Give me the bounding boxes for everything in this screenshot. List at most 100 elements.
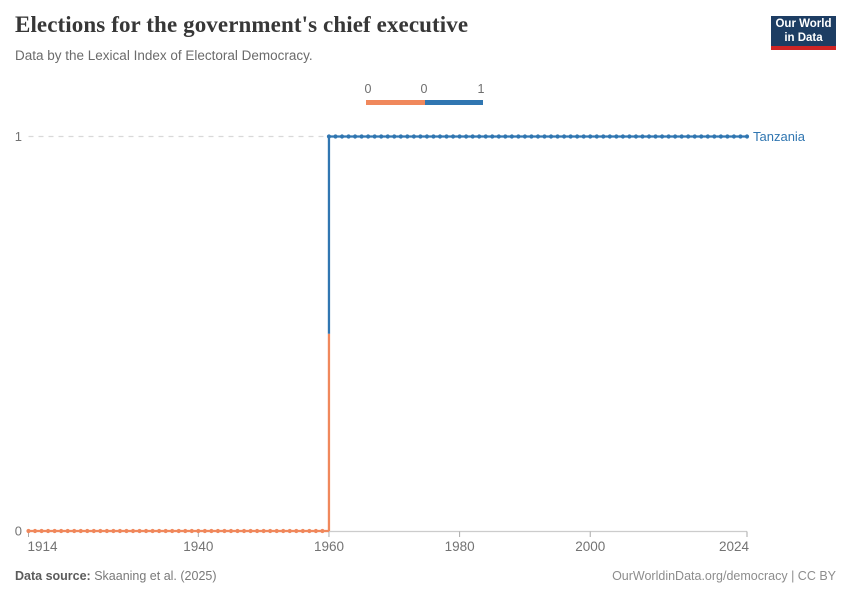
data-point-1963 bbox=[346, 134, 351, 139]
data-point-2017 bbox=[699, 134, 704, 139]
legend-color-bar bbox=[366, 100, 483, 105]
data-point-1925 bbox=[98, 528, 103, 534]
data-point-1974 bbox=[418, 134, 423, 139]
data-point-1977 bbox=[437, 134, 443, 139]
data-point-1992 bbox=[535, 134, 541, 139]
data-point-1916 bbox=[39, 528, 44, 534]
data-point-2003 bbox=[607, 134, 612, 139]
data-point-1978 bbox=[444, 134, 449, 139]
data-point-1979 bbox=[450, 134, 456, 139]
data-point-1919 bbox=[59, 528, 64, 534]
owid-logo-text: Our World in Data bbox=[775, 17, 832, 44]
data-point-1924 bbox=[91, 528, 96, 534]
data-point-1998 bbox=[575, 134, 580, 139]
data-point-2018 bbox=[705, 134, 710, 139]
data-point-1918 bbox=[52, 528, 57, 534]
data-point-1914 bbox=[26, 528, 31, 534]
data-point-1949 bbox=[255, 528, 260, 534]
data-point-2019 bbox=[712, 134, 717, 139]
data-point-1988 bbox=[509, 134, 514, 139]
data-point-1921 bbox=[72, 528, 77, 534]
data-point-1962 bbox=[339, 134, 345, 139]
data-point-1941 bbox=[202, 528, 207, 534]
data-point-1990 bbox=[522, 134, 528, 139]
data-point-1971 bbox=[398, 134, 403, 139]
data-point-1933 bbox=[150, 528, 155, 534]
legend-segment-value-1[interactable] bbox=[424, 100, 483, 105]
data-point-1972 bbox=[405, 134, 410, 139]
data-point-1993 bbox=[542, 134, 547, 139]
data-point-1936 bbox=[170, 528, 175, 534]
data-point-1960 bbox=[326, 134, 332, 139]
data-source: Data source: Skaaning et al. (2025) bbox=[15, 569, 217, 583]
data-point-1958 bbox=[313, 528, 318, 534]
data-point-2004 bbox=[614, 134, 619, 139]
legend-label-max: 1 bbox=[477, 82, 485, 96]
data-point-2009 bbox=[646, 134, 652, 139]
legend-label-boundary: 0 bbox=[420, 82, 428, 96]
data-point-1928 bbox=[117, 528, 123, 534]
data-point-2015 bbox=[686, 134, 691, 139]
data-point-1951 bbox=[268, 528, 273, 534]
data-point-2013 bbox=[673, 134, 678, 139]
data-point-1948 bbox=[248, 528, 253, 534]
data-point-2024 bbox=[744, 134, 750, 139]
data-point-1991 bbox=[529, 134, 534, 139]
value-legend: 0 0 1 bbox=[364, 82, 485, 106]
data-point-1970 bbox=[392, 134, 397, 139]
page-title: Elections for the government's chief exe… bbox=[15, 12, 469, 37]
data-point-1930 bbox=[130, 528, 136, 534]
data-point-2021 bbox=[725, 134, 730, 139]
x-axis-label-1940: 1940 bbox=[183, 539, 213, 554]
page-subtitle: Data by the Lexical Index of Electoral D… bbox=[15, 48, 313, 63]
data-point-1915 bbox=[32, 528, 38, 534]
data-point-2010 bbox=[653, 134, 658, 139]
x-axis-label-2024: 2024 bbox=[719, 539, 750, 554]
data-point-1943 bbox=[215, 528, 221, 534]
data-point-1917 bbox=[45, 528, 51, 534]
data-point-1945 bbox=[228, 528, 234, 534]
data-point-1938 bbox=[183, 528, 188, 534]
data-point-2000 bbox=[588, 134, 593, 139]
data-point-1982 bbox=[470, 134, 475, 139]
data-point-1935 bbox=[163, 528, 168, 534]
data-point-1965 bbox=[359, 134, 364, 139]
data-point-1959 bbox=[320, 528, 325, 534]
data-point-1953 bbox=[281, 528, 286, 534]
data-point-2014 bbox=[679, 134, 684, 139]
data-point-2005 bbox=[620, 134, 625, 139]
data-point-1997 bbox=[568, 134, 573, 139]
data-point-1944 bbox=[222, 528, 227, 534]
attribution-link[interactable]: OurWorldinData.org/democracy | CC BY bbox=[612, 569, 836, 583]
data-point-1927 bbox=[111, 528, 116, 534]
x-axis-label-1980: 1980 bbox=[445, 539, 475, 554]
data-point-1939 bbox=[189, 528, 194, 534]
data-point-1986 bbox=[496, 134, 501, 139]
data-point-1976 bbox=[431, 134, 436, 139]
data-point-2006 bbox=[627, 134, 632, 139]
data-point-1989 bbox=[516, 134, 521, 139]
data-point-1937 bbox=[176, 528, 181, 534]
data-source-value: Skaaning et al. (2025) bbox=[90, 569, 217, 583]
x-axis-label-2000: 2000 bbox=[575, 539, 605, 554]
legend-label-min: 0 bbox=[364, 82, 372, 96]
data-point-1947 bbox=[241, 528, 247, 534]
data-point-2001 bbox=[594, 134, 599, 139]
data-point-1954 bbox=[287, 528, 292, 534]
data-point-2020 bbox=[718, 134, 723, 139]
entity-label[interactable]: Tanzania bbox=[753, 129, 806, 144]
data-point-1956 bbox=[300, 528, 305, 534]
data-point-1968 bbox=[379, 134, 384, 139]
data-point-1957 bbox=[307, 528, 312, 534]
y-axis-label-0: 0 bbox=[15, 524, 22, 539]
data-source-label: Data source: bbox=[15, 569, 91, 583]
data-point-1973 bbox=[411, 134, 416, 139]
x-axis-label-1914: 1914 bbox=[28, 539, 59, 554]
data-point-2002 bbox=[601, 134, 606, 139]
legend-segment-value-0[interactable] bbox=[366, 100, 425, 105]
x-axis-label-1960: 1960 bbox=[314, 539, 344, 554]
owid-logo[interactable]: Our World in Data bbox=[771, 16, 836, 50]
data-point-1952 bbox=[274, 528, 279, 534]
